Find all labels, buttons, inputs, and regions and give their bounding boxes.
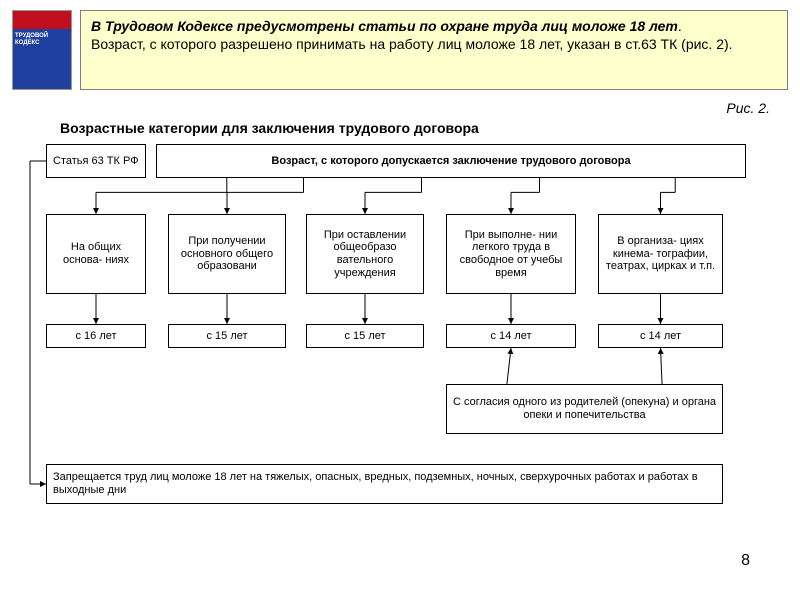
- box-statute: Статья 63 ТК РФ: [46, 144, 146, 178]
- box-col5: В организа- циях кинема- тографии, театр…: [598, 214, 723, 294]
- box-age3: с 15 лет: [306, 324, 424, 348]
- box-col1: На общих основа- ниях: [46, 214, 146, 294]
- flowchart: Статья 63 ТК РФ Возраст, с которого допус…: [16, 144, 784, 564]
- box-age1: с 16 лет: [46, 324, 146, 348]
- box-consent: С согласия одного из родителей (опекуна)…: [446, 384, 723, 434]
- intro-line1: В Трудовом Кодексе предусмотрены статьи …: [91, 18, 678, 34]
- book-red-stripe: [13, 11, 71, 29]
- intro-line2: Возраст, с которого разрешено принимать …: [91, 36, 733, 52]
- page-number: 8: [741, 552, 750, 570]
- box-col4: При выполне- нии легкого труда в свободн…: [446, 214, 576, 294]
- book-title-text: ТРУДОВОЙ КОДЕКС: [15, 33, 69, 47]
- box-main: Возраст, с которого допускается заключен…: [156, 144, 746, 178]
- box-forbidden: Запрещается труд лиц моложе 18 лет на тя…: [46, 464, 723, 504]
- figure-caption: Рис. 2.: [0, 90, 800, 118]
- box-col3: При оставлении общеобразо вательного учр…: [306, 214, 424, 294]
- header-row: ТРУДОВОЙ КОДЕКС В Трудовом Кодексе преду…: [0, 0, 800, 90]
- box-col2: При получении основного общего образован…: [168, 214, 286, 294]
- box-age2: с 15 лет: [168, 324, 286, 348]
- diagram-title: Возрастные категории для заключения труд…: [0, 118, 800, 144]
- book-cover-image: ТРУДОВОЙ КОДЕКС: [12, 10, 72, 90]
- box-age5: с 14 лет: [598, 324, 723, 348]
- intro-line1-tail: .: [678, 18, 682, 34]
- intro-note: В Трудовом Кодексе предусмотрены статьи …: [80, 10, 788, 90]
- box-age4: с 14 лет: [446, 324, 576, 348]
